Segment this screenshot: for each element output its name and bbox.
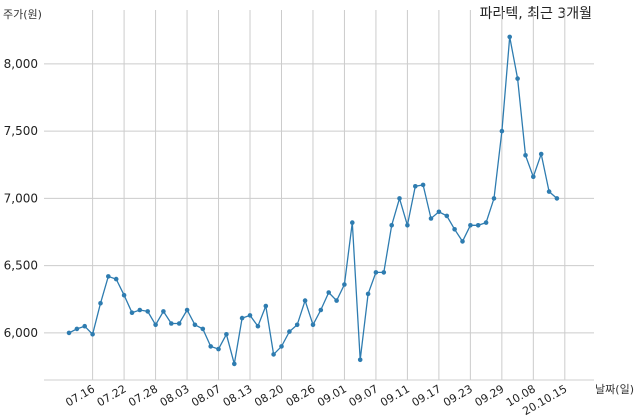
- x-tick-label: 08.07: [189, 382, 223, 409]
- data-point: [153, 322, 158, 328]
- data-point: [145, 309, 150, 314]
- data-point: [192, 322, 198, 328]
- data-point: [239, 315, 245, 321]
- data-point: [499, 128, 505, 134]
- data-point: [436, 209, 442, 215]
- data-point: [161, 309, 166, 314]
- x-tick-label: 09.23: [441, 382, 475, 409]
- y-tick-label: 7,000: [4, 191, 38, 205]
- data-point: [208, 344, 213, 349]
- x-tick-label: 08.13: [221, 382, 255, 409]
- data-point: [507, 34, 512, 40]
- data-point: [546, 189, 552, 194]
- data-point: [169, 321, 174, 326]
- data-point: [279, 344, 284, 349]
- data-point: [491, 196, 497, 201]
- data-point: [98, 301, 103, 306]
- data-point: [287, 329, 292, 334]
- data-point: [389, 223, 395, 228]
- data-point: [381, 270, 387, 275]
- data-point: [216, 346, 221, 352]
- x-tick-label: 09.01: [315, 382, 349, 409]
- data-point: [184, 307, 190, 313]
- data-point: [405, 223, 410, 228]
- data-point: [247, 313, 253, 318]
- data-point: [531, 174, 536, 180]
- grid-lines: [44, 10, 594, 380]
- x-tick-label: 09.11: [378, 382, 412, 409]
- data-point: [420, 182, 426, 188]
- y-ticks: 6,000 6,500 7,000 7,500 8,000: [4, 57, 38, 340]
- data-point: [129, 310, 135, 316]
- data-point: [302, 298, 308, 303]
- data-point: [66, 330, 72, 336]
- data-point: [224, 332, 229, 337]
- y-tick-label: 6,000: [4, 326, 38, 340]
- data-point: [318, 307, 324, 313]
- data-point: [106, 274, 111, 279]
- data-point: [538, 151, 544, 157]
- data-point: [121, 292, 127, 298]
- x-tick-label: 07.16: [63, 382, 97, 409]
- data-point: [113, 276, 119, 282]
- data-point: [373, 270, 379, 275]
- y-tick-label: 8,000: [4, 57, 38, 71]
- data-point: [200, 326, 206, 332]
- x-tick-label: 09.07: [347, 382, 381, 409]
- data-points: [66, 34, 560, 367]
- data-point: [263, 303, 269, 309]
- data-point: [515, 76, 520, 81]
- x-tick-label: 07.28: [126, 382, 160, 409]
- data-point: [326, 290, 332, 295]
- data-point: [397, 196, 402, 201]
- data-point: [523, 153, 528, 158]
- data-point: [271, 352, 276, 357]
- data-point: [452, 227, 457, 232]
- x-tick-label: 08.26: [284, 382, 318, 409]
- x-axis-label: 날짜(일): [595, 383, 634, 396]
- data-point: [137, 307, 143, 313]
- y-tick-label: 7,500: [4, 124, 38, 138]
- data-point: [468, 223, 473, 228]
- data-point: [176, 321, 182, 326]
- data-point: [334, 298, 339, 303]
- x-tick-label: 09.29: [473, 382, 507, 409]
- data-point: [554, 196, 560, 201]
- x-tick-label: 08.20: [252, 382, 286, 409]
- y-tick-label: 6,500: [4, 259, 38, 273]
- data-point: [255, 323, 261, 329]
- data-point: [232, 361, 237, 367]
- data-point: [428, 216, 434, 221]
- data-point: [483, 220, 489, 225]
- y-axis-label: 주가(원): [3, 8, 42, 21]
- data-point: [357, 357, 363, 363]
- data-point: [294, 322, 300, 328]
- data-point: [342, 282, 347, 287]
- x-tick-label: 07.22: [95, 382, 129, 409]
- data-point: [350, 220, 355, 225]
- data-point: [444, 213, 450, 219]
- data-point: [475, 223, 481, 228]
- x-tick-label: 08.03: [158, 382, 192, 409]
- data-point: [90, 332, 95, 337]
- data-point: [74, 326, 80, 332]
- data-point: [82, 323, 87, 329]
- x-ticks: 07.1607.2207.2808.0308.0708.1308.2008.26…: [63, 382, 569, 418]
- data-point: [413, 184, 418, 189]
- x-tick-label: 09.17: [410, 382, 444, 409]
- data-point: [365, 291, 371, 297]
- chart-title: 파라텍, 최근 3개월: [479, 6, 592, 22]
- data-point: [460, 239, 465, 244]
- data-point: [310, 322, 316, 328]
